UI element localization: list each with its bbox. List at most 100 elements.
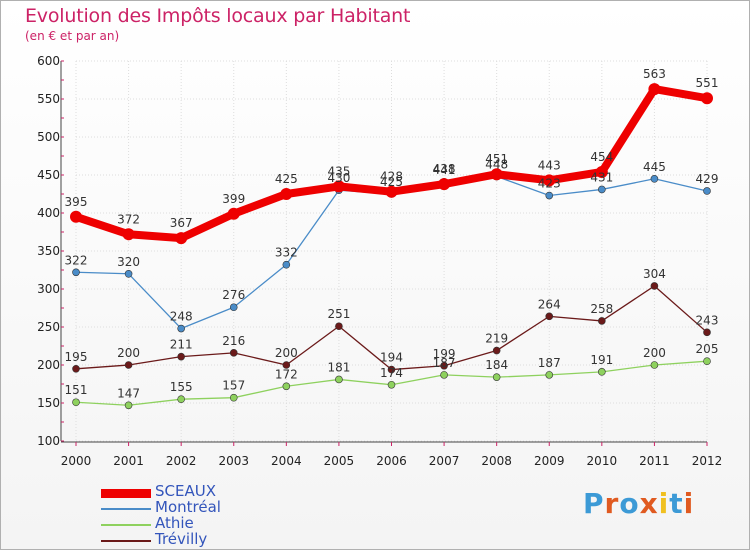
data-point <box>387 365 396 374</box>
data-point <box>598 185 606 194</box>
y-tick-label: 600 <box>37 54 60 68</box>
x-tick-label: 2008 <box>481 454 512 468</box>
data-label: 187 <box>433 356 456 370</box>
data-point <box>229 303 238 312</box>
data-label: 430 <box>327 171 350 185</box>
data-point <box>701 92 713 105</box>
data-label: 332 <box>275 246 298 260</box>
data-label: 216 <box>222 334 245 348</box>
data-label: 551 <box>696 76 719 90</box>
data-label: 304 <box>643 267 666 281</box>
data-point <box>703 328 711 337</box>
data-point <box>595 165 608 178</box>
data-point <box>385 185 398 198</box>
data-point <box>650 361 659 369</box>
legend-label: SCEAUX <box>155 482 216 500</box>
data-point <box>72 268 80 277</box>
data-point <box>175 232 188 245</box>
data-label: 423 <box>538 177 561 191</box>
data-label: 258 <box>590 302 613 316</box>
x-tick-label: 2010 <box>587 454 618 468</box>
y-tick-label: 300 <box>37 282 60 296</box>
data-label: 174 <box>380 366 403 380</box>
data-label: 205 <box>696 342 719 356</box>
data-label: 219 <box>485 332 508 346</box>
data-label: 251 <box>327 307 350 321</box>
data-label: 211 <box>170 338 193 352</box>
data-point <box>648 83 661 96</box>
data-point <box>545 371 554 379</box>
data-label: 443 <box>538 158 561 172</box>
y-tick-label: 450 <box>37 168 60 182</box>
data-point <box>492 373 501 381</box>
data-point <box>335 375 343 384</box>
data-point <box>438 178 451 191</box>
data-point <box>598 317 606 325</box>
data-label: 147 <box>117 386 140 400</box>
data-label: 451 <box>485 152 508 166</box>
data-label: 187 <box>538 356 561 370</box>
data-point <box>280 188 293 200</box>
data-label: 435 <box>327 164 350 178</box>
data-label: 276 <box>222 288 245 302</box>
data-point <box>492 346 501 355</box>
data-label: 445 <box>643 160 666 174</box>
data-point <box>650 175 659 183</box>
data-point <box>72 398 80 407</box>
x-tick-label: 2004 <box>271 454 302 468</box>
data-label: 429 <box>696 172 719 186</box>
data-label: 155 <box>170 380 193 394</box>
data-label: 431 <box>590 170 613 184</box>
x-tick-label: 2006 <box>376 454 407 468</box>
x-tick-label: 2005 <box>324 454 355 468</box>
data-point <box>72 364 80 373</box>
legend-swatch <box>101 508 151 510</box>
data-point <box>282 361 291 369</box>
data-point <box>703 357 711 366</box>
data-label: 367 <box>170 216 193 230</box>
data-point <box>490 168 503 181</box>
axis-layer: 100 150 200 250 300 350 400 450 500 550 600 2000 200… <box>37 54 722 468</box>
data-label: 441 <box>433 163 456 177</box>
data-point <box>124 361 133 369</box>
data-label: 200 <box>643 346 666 360</box>
data-label: 563 <box>643 67 666 81</box>
y-tick-label: 200 <box>37 358 60 372</box>
x-tick-label: 2002 <box>166 454 197 468</box>
y-tick-label: 550 <box>37 92 60 106</box>
data-label: 438 <box>433 162 456 176</box>
data-point <box>440 361 448 370</box>
x-tick-label: 2001 <box>113 454 144 468</box>
data-label: 181 <box>327 360 350 374</box>
data-label: 399 <box>222 192 245 206</box>
legend-label: Montréal <box>155 498 221 516</box>
data-point <box>440 371 448 379</box>
data-point <box>598 368 606 376</box>
logo-letter: i <box>683 487 695 520</box>
x-tick-label: 2012 <box>692 454 723 468</box>
chart-subtitle: (en € et par an) <box>25 29 120 43</box>
data-point <box>122 228 135 241</box>
y-tick-label: 500 <box>37 130 60 144</box>
data-label: 199 <box>433 347 456 361</box>
data-point <box>543 174 556 187</box>
data-label: 243 <box>696 313 719 327</box>
chart-title: Evolution des Impôts locaux par Habitant <box>25 5 411 27</box>
data-label-layer: 395 372 367 399 425 435 428 438 451 443 454 563 551 3… <box>65 67 719 400</box>
data-label: 264 <box>538 297 561 311</box>
data-point <box>124 401 133 410</box>
data-point <box>387 380 396 389</box>
logo-letter: t <box>669 487 684 520</box>
data-label: 448 <box>485 158 508 172</box>
y-tick-label: 150 <box>37 396 60 410</box>
data-label: 184 <box>485 358 508 372</box>
data-label: 172 <box>275 367 298 381</box>
y-tick-label: 100 <box>37 434 60 448</box>
data-point <box>650 282 659 290</box>
data-point <box>177 352 185 361</box>
data-point <box>545 312 554 321</box>
data-label: 200 <box>275 346 298 360</box>
x-tick-label: 2007 <box>429 454 460 468</box>
y-tick-label: 400 <box>37 206 60 220</box>
